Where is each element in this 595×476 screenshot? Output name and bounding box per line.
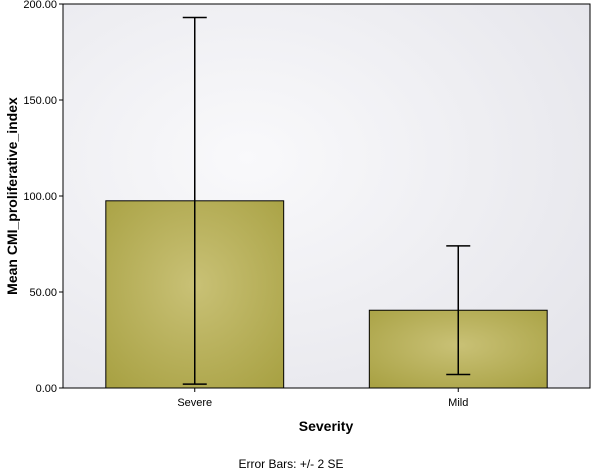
y-tick-label: 0.00 [36, 383, 57, 395]
error-bars-footnote: Error Bars: +/- 2 SE [238, 457, 343, 471]
x-axis: Severe Mild [177, 388, 468, 409]
y-tick-label: 200.00 [23, 0, 57, 11]
y-tick-label: 50.00 [29, 287, 57, 299]
y-tick-label: 100.00 [23, 191, 57, 203]
y-axis: 0.00 50.00 100.00 150.00 200.00 [23, 0, 63, 395]
error-bars [182, 16, 471, 385]
y-axis-title: Mean CMI_proliferative_index [4, 97, 20, 295]
x-axis-title: Severity [299, 418, 354, 434]
x-tick-label-severe: Severe [177, 397, 212, 409]
x-tick-label-mild: Mild [448, 397, 468, 409]
y-tick-label: 150.00 [23, 95, 57, 107]
